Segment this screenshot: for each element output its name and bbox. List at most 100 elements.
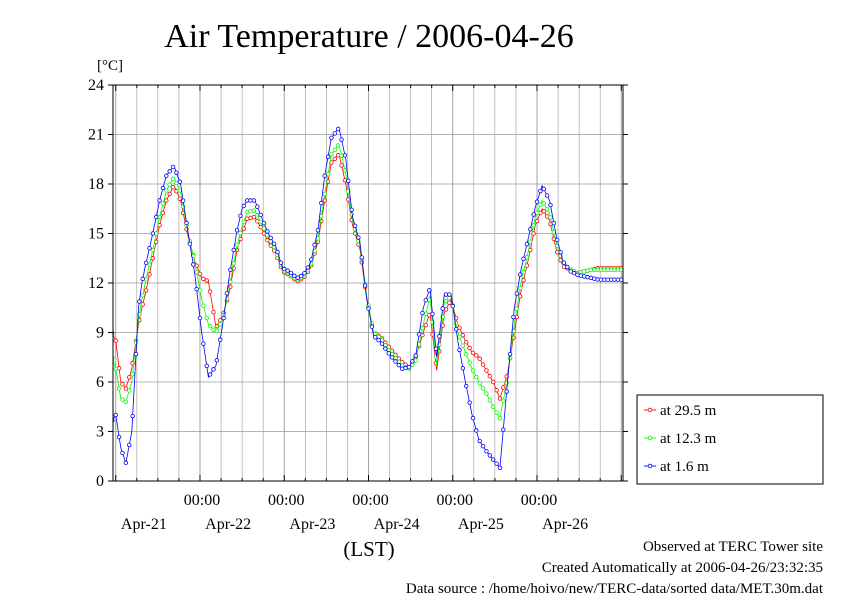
data-point <box>325 154 331 159</box>
data-point <box>187 241 193 247</box>
data-point <box>339 163 344 168</box>
data-point <box>386 351 391 356</box>
y-tick-label: 6 <box>96 374 104 391</box>
data-point <box>127 388 132 393</box>
data-point <box>369 324 375 329</box>
data-point <box>511 314 516 320</box>
data-point <box>420 310 425 316</box>
data-point <box>534 218 540 224</box>
data-point <box>113 366 118 371</box>
data-point <box>521 269 526 275</box>
data-point <box>201 303 206 308</box>
data-point <box>60 344 64 348</box>
data-point <box>123 399 129 404</box>
data-point <box>204 363 209 369</box>
y-tick-label: 12 <box>88 275 104 292</box>
data-point <box>265 229 270 234</box>
data-point <box>349 212 354 217</box>
data-point <box>107 326 111 330</box>
data-point <box>241 226 247 231</box>
data-point <box>207 323 213 329</box>
data-point <box>319 200 324 206</box>
x-date-label: Apr-24 <box>374 516 420 533</box>
data-point <box>137 299 142 304</box>
data-point <box>170 185 176 190</box>
data-point <box>197 271 203 277</box>
data-point <box>104 322 108 326</box>
data-point <box>164 198 169 203</box>
data-point <box>305 265 311 270</box>
y-tick-label: 3 <box>96 424 104 441</box>
x-date-label: Apr-21 <box>121 516 167 533</box>
data-point <box>113 330 115 336</box>
data-point <box>619 277 623 282</box>
data-point <box>534 210 540 216</box>
x-date-label: Apr-23 <box>289 516 335 533</box>
data-point <box>501 398 506 403</box>
data-point <box>77 256 81 260</box>
data-point <box>120 450 125 456</box>
data-point <box>170 164 176 170</box>
data-point <box>531 223 536 228</box>
data-point <box>207 372 213 377</box>
data-point <box>251 214 257 220</box>
data-point <box>107 348 111 352</box>
data-point <box>309 257 314 262</box>
data-point <box>204 315 209 321</box>
data-point <box>480 362 486 367</box>
data-point <box>282 266 287 272</box>
data-point <box>393 359 398 364</box>
data-point <box>288 270 294 276</box>
data-point <box>268 235 273 241</box>
data-point <box>558 250 563 255</box>
data-point <box>470 415 476 421</box>
x-time-tick-label: 00:00 <box>352 492 388 509</box>
data-point <box>470 350 476 356</box>
data-point <box>201 341 206 346</box>
x-date-label: Apr-26 <box>542 516 588 533</box>
data-point <box>480 443 486 449</box>
data-point <box>140 293 145 298</box>
x-time-tick-label: 00:00 <box>437 492 473 509</box>
y-tick-label: 0 <box>96 473 104 490</box>
x-time-tick-label: 00:00 <box>184 492 220 509</box>
data-point <box>77 260 81 264</box>
data-point <box>127 375 132 380</box>
y-tick-label: 18 <box>88 176 104 193</box>
data-point <box>261 231 267 236</box>
data-point <box>619 267 623 272</box>
data-point <box>565 264 570 270</box>
data-point <box>133 351 139 357</box>
data-point <box>116 434 122 440</box>
data-point <box>57 369 61 373</box>
data-point <box>477 438 482 444</box>
data-point <box>238 213 243 219</box>
data-point <box>484 391 489 396</box>
data-point <box>207 289 213 294</box>
data-point <box>544 207 550 212</box>
data-point <box>467 345 472 351</box>
data-point <box>77 248 81 252</box>
data-point <box>143 288 149 293</box>
data-point <box>60 355 64 359</box>
data-point <box>60 350 64 354</box>
data-point <box>113 412 118 418</box>
data-point <box>40 334 44 338</box>
legend-items: at 29.5 m at 12.3 m at 1.6 m <box>644 403 717 475</box>
data-point <box>94 293 98 297</box>
data-point <box>538 188 543 194</box>
data-point <box>241 203 247 209</box>
data-point <box>67 289 71 293</box>
data-point <box>497 465 503 470</box>
data-point <box>74 331 78 335</box>
data-point <box>440 306 445 311</box>
data-point <box>332 156 337 162</box>
data-point <box>379 341 385 346</box>
data-point <box>329 152 334 157</box>
data-point <box>204 278 209 283</box>
data-point <box>251 208 257 213</box>
data-point <box>214 328 220 334</box>
legend-label: at 12.3 m <box>660 431 717 447</box>
y-axis-ticks: 0 3 6 9 12 15 18 21 24 <box>88 77 628 490</box>
data-point <box>140 276 145 282</box>
